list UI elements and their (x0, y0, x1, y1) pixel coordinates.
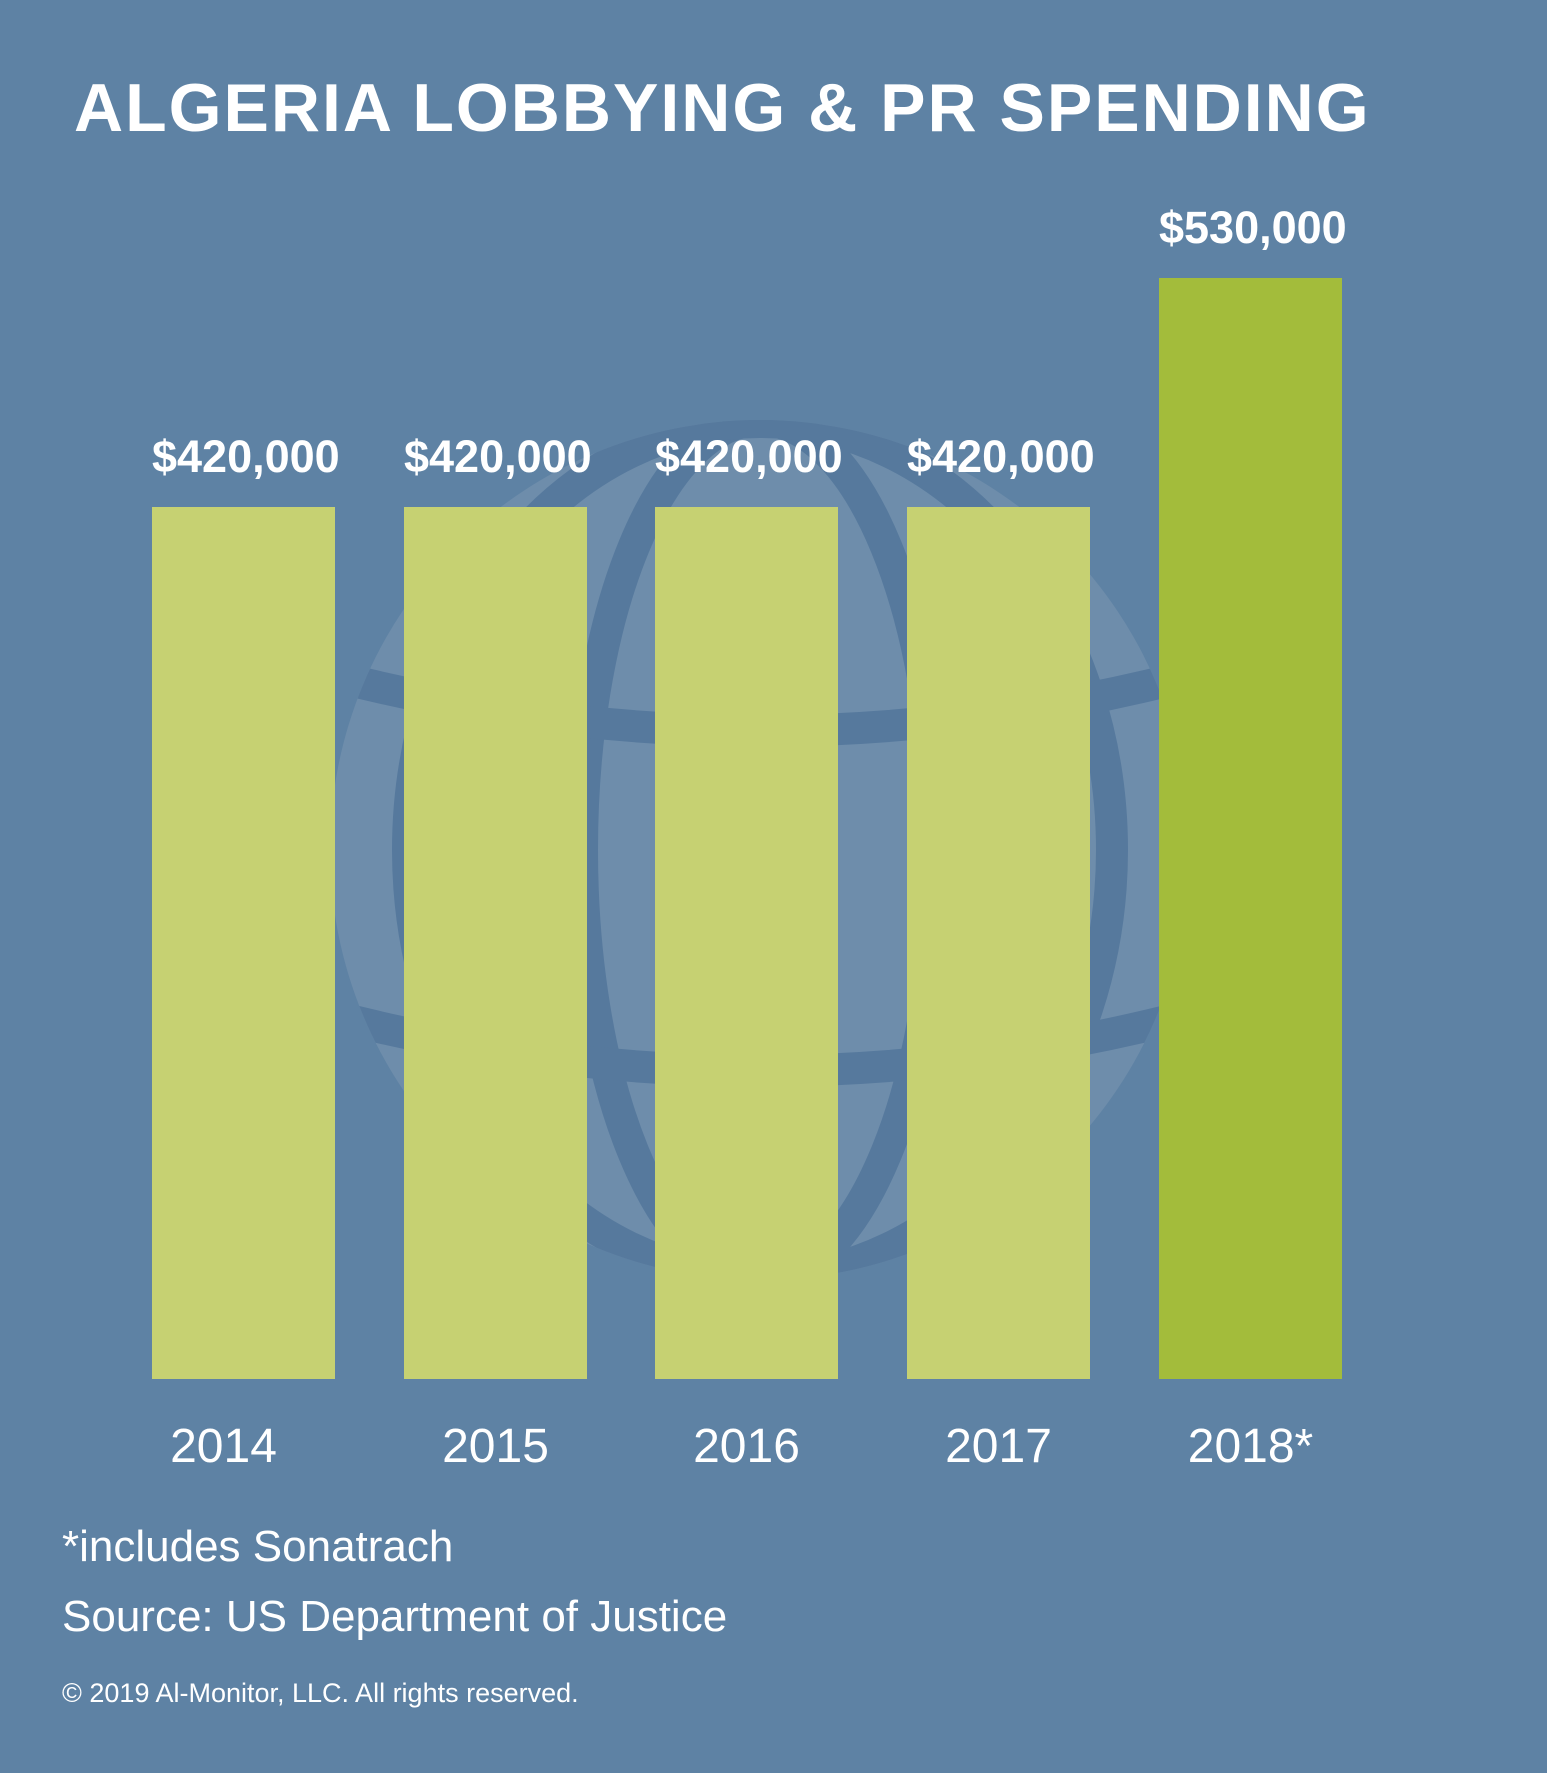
source-attribution: Source: US Department of Justice (62, 1592, 728, 1641)
bar-value-label: $530,000 (1159, 202, 1347, 253)
bar-value-label: $420,000 (907, 431, 1095, 482)
bar-group-2015: $420,000 2015 (404, 434, 592, 1471)
axis-category-label: 2016 (693, 1420, 800, 1473)
bar-2016 (655, 507, 838, 1379)
bar-value-label: $420,000 (655, 431, 843, 482)
axis-category-label: 2018* (1187, 1420, 1314, 1473)
axis-category-label: 2014 (170, 1420, 277, 1473)
footnote: *includes Sonatrach (62, 1522, 454, 1571)
bar-group-2016: $420,000 2016 (655, 434, 843, 1471)
bar-group-2018: $530,000 2018* (1159, 205, 1347, 1471)
bar-2017 (907, 507, 1090, 1379)
axis-category-label: 2017 (945, 1420, 1052, 1473)
chart-title: ALGERIA LOBBYING & PR SPENDING (74, 70, 1371, 146)
bar-value-label: $420,000 (152, 431, 340, 482)
bar-2014 (152, 507, 335, 1379)
bar-value-label: $420,000 (404, 431, 592, 482)
bar-2018-highlight (1159, 278, 1342, 1379)
axis-category-label: 2015 (442, 1420, 549, 1473)
bar-group-2014: $420,000 2014 (152, 434, 340, 1471)
bar-2015 (404, 507, 587, 1379)
bar-group-2017: $420,000 2017 (907, 434, 1095, 1471)
copyright-notice: © 2019 Al-Monitor, LLC. All rights reser… (62, 1678, 579, 1708)
